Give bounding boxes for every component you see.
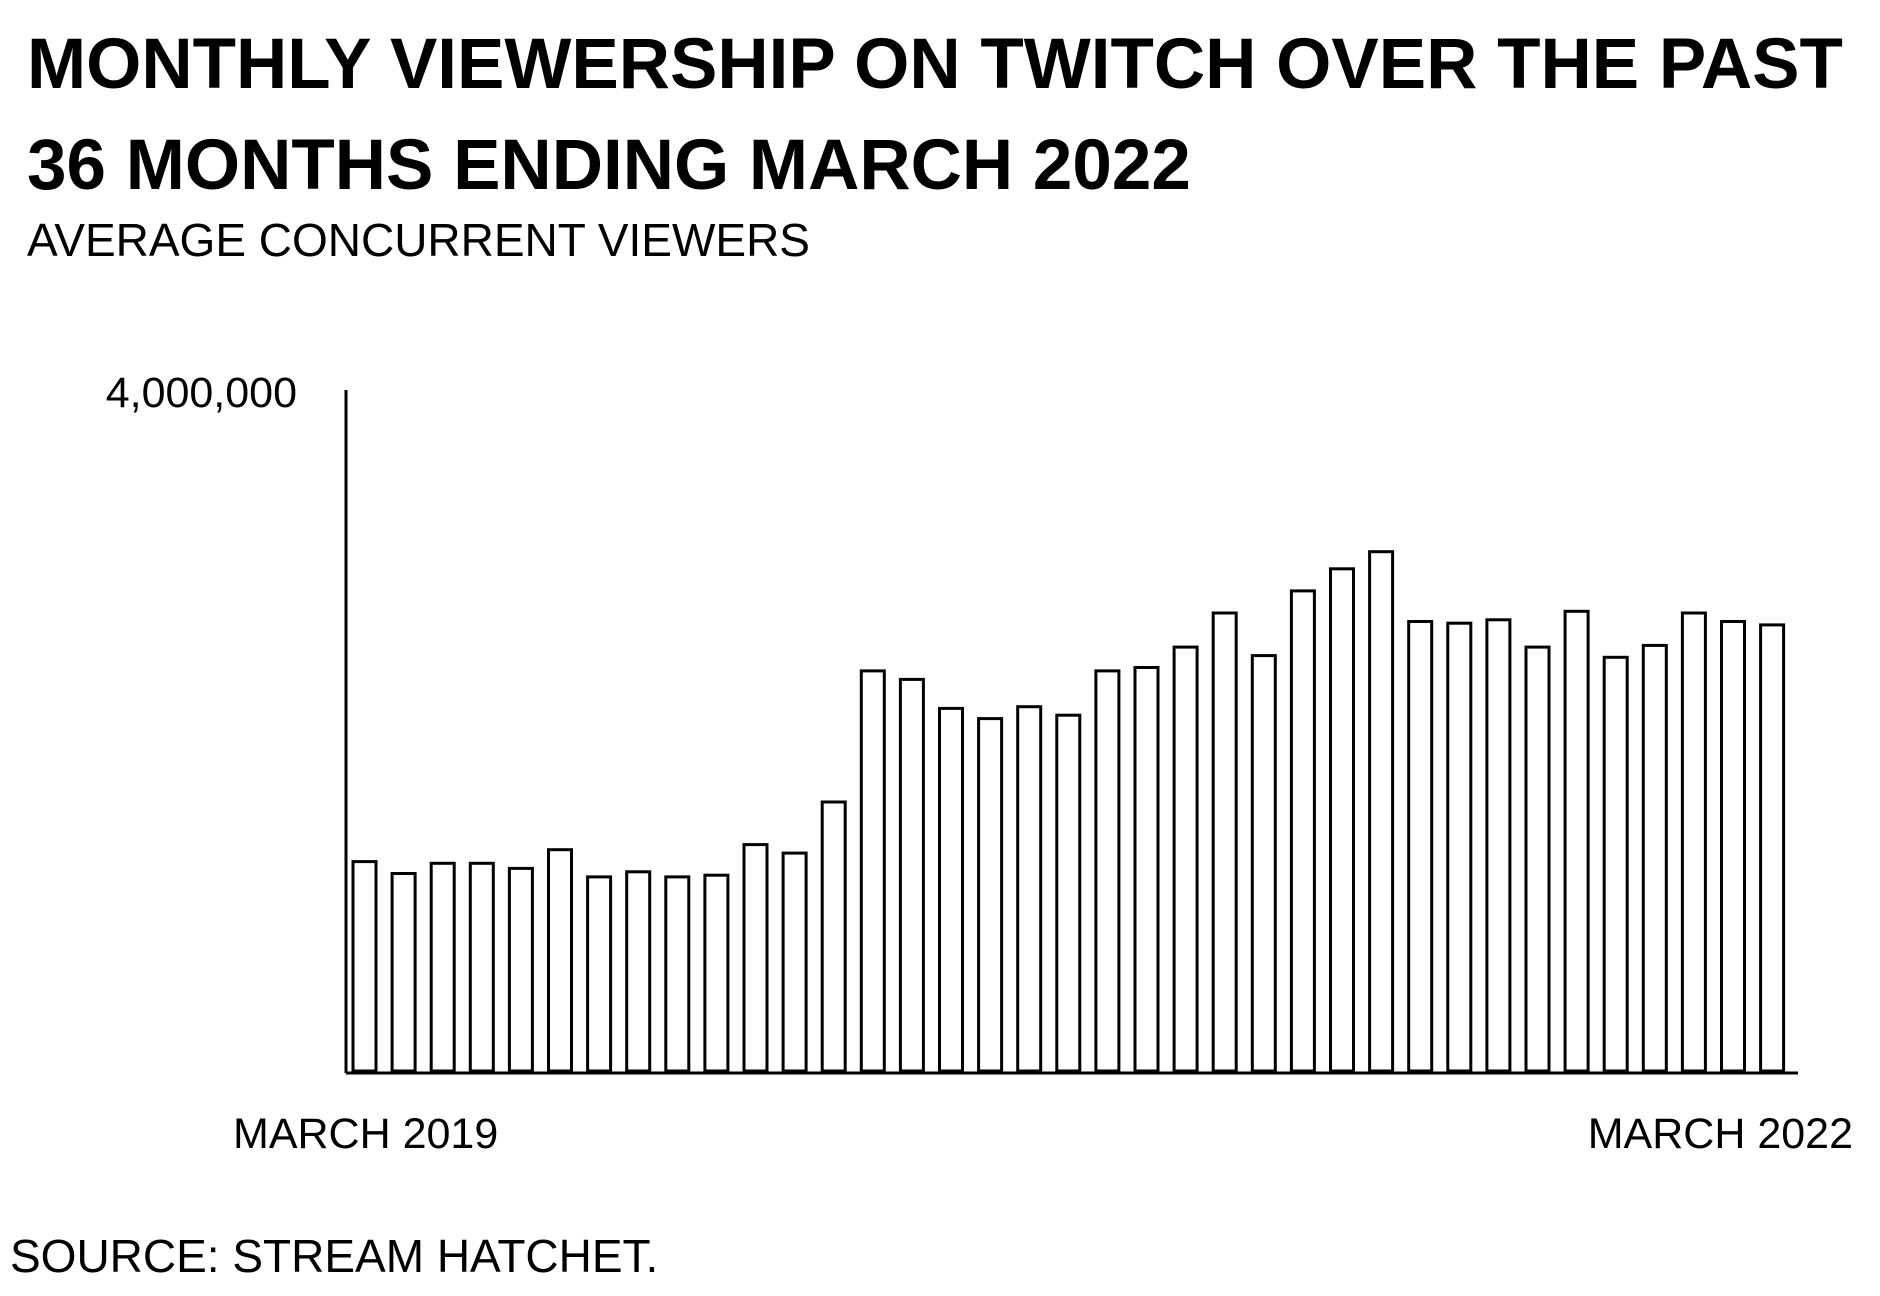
bar-3 [429,861,456,1073]
bar-14 [859,669,886,1073]
bar-33 [1602,655,1629,1073]
bar-15 [898,677,925,1073]
bar-22 [1172,645,1199,1073]
bar-24 [1250,654,1277,1073]
x-tick-label-start: MARCH 2019 [233,1110,498,1158]
bar-4 [468,861,495,1073]
bar-27 [1368,550,1395,1073]
bar-5 [507,866,534,1073]
bar-9 [664,875,691,1073]
bar-8 [625,870,652,1073]
bar-19 [1055,713,1082,1073]
bar-16 [938,706,964,1073]
bar-18 [1016,705,1043,1073]
bar-32 [1563,609,1590,1073]
bar-12 [781,851,808,1073]
bar-6 [547,848,573,1073]
bar-25 [1289,589,1316,1073]
bar-31 [1524,645,1551,1073]
bar-11 [742,843,769,1073]
bar-37 [1759,623,1786,1073]
bar-35 [1680,611,1707,1073]
y-tick-label-max: 4,000,000 [106,369,297,417]
bar-29 [1446,621,1473,1073]
source-note: SOURCE: STREAM HATCHET. [10,1230,659,1282]
bar-30 [1485,618,1512,1073]
bar-series [351,550,1786,1073]
bar-20 [1094,669,1121,1073]
bar-23 [1211,611,1238,1073]
bar-10 [703,873,730,1073]
bar-36 [1720,620,1746,1073]
bar-7 [586,875,613,1073]
bar-13 [820,800,847,1073]
chart-subtitle: AVERAGE CONCURRENT VIEWERS [27,214,810,266]
bar-2 [390,872,417,1073]
bar-26 [1329,567,1355,1073]
bar-28 [1407,620,1434,1073]
bar-34 [1641,643,1668,1073]
x-tick-label-end: MARCH 2022 [1588,1110,1853,1158]
bar-21 [1133,666,1160,1073]
bar-1 [351,860,378,1073]
chart-title: MONTHLY VIEWERSHIP ON TWITCH OVER THE PA… [27,25,1843,205]
bar-17 [977,717,1004,1073]
